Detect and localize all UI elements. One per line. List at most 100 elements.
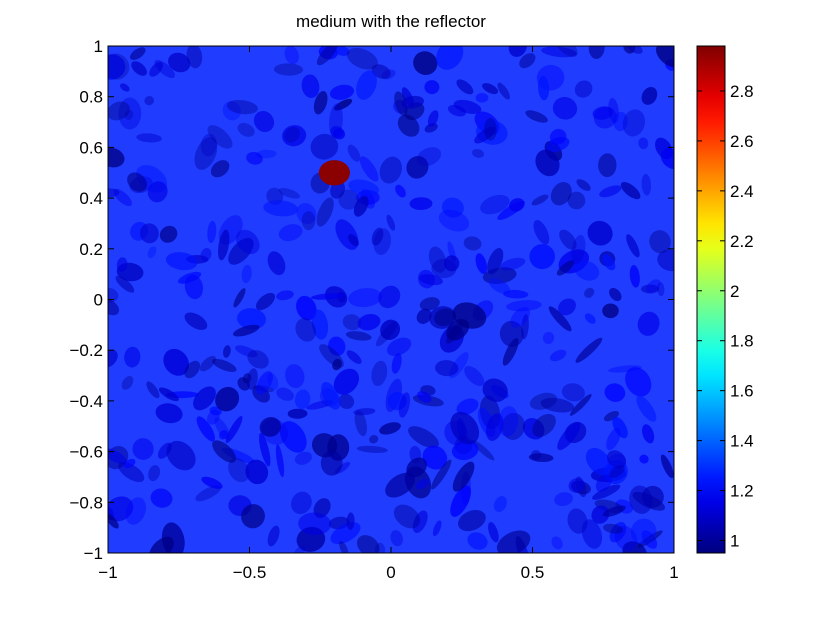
field-patch [567,508,588,534]
field-patch [567,191,586,210]
field-patch [184,360,201,379]
field-patch [146,381,160,399]
field-patch [474,126,496,144]
field-patch [310,293,345,300]
field-patch [602,253,616,271]
field-patch [207,125,233,149]
field-patch [447,104,467,117]
field-patch [108,54,126,80]
field-patch [642,424,655,444]
field-patch [452,461,475,492]
field-patch [541,46,577,58]
field-patch [195,485,222,502]
colorbar-ticks: 1 1.2 1.4 1.6 1.8 2 2.2 2.4 2.6 2.8 [697,82,754,551]
field-patch [163,348,190,376]
field-patch [434,308,455,327]
field-patch [638,137,649,150]
field-patch [609,465,625,478]
field-patch [115,275,135,293]
colorbar-gradient [697,46,725,553]
field-patch [359,156,379,182]
field-patch [120,83,130,92]
field-patch [554,492,574,507]
field-patch [127,172,147,192]
field-patch [451,440,479,461]
field-patch [395,184,406,198]
field-patch [193,386,216,411]
field-patch [602,303,619,319]
reflector-mark [318,160,350,186]
field-patch [548,306,572,332]
field-patch [417,391,432,403]
field-patch [186,46,203,69]
plot-area [108,46,674,553]
colorbar-tick-label: 2.4 [730,182,754,201]
field-patch [497,406,519,437]
field-patch [124,109,134,120]
field-patch [637,311,660,336]
field-patch [136,133,162,143]
colorbar-tick-label: 1.2 [730,482,754,501]
field-patch [424,123,438,133]
field-patch [333,46,350,56]
x-tick-label: −1 [98,563,117,582]
field-patch [406,457,427,478]
colorbar-frame [696,45,726,554]
field-patch [348,288,382,308]
field-patch [657,282,665,297]
field-patch [556,260,575,276]
field-patch [311,309,329,340]
field-patch [294,451,312,465]
field-patch [549,128,567,145]
field-patch [606,427,621,451]
x-tick-label: 0.5 [521,563,545,582]
field-patch [630,518,657,545]
field-patch [415,478,430,490]
y-tick-label: 0.2 [79,240,103,259]
field-patch [608,97,619,124]
field-patch [482,378,508,402]
field-patch [247,349,269,369]
field-patch [456,79,474,95]
field-patch [416,147,442,167]
field-patch [552,97,578,120]
field-patch [487,247,504,275]
y-tick-label: −0.4 [69,392,103,411]
field-patch [603,410,620,422]
y-tick-label: −1 [84,544,103,563]
field-patch [108,349,118,368]
field-patch [301,211,316,231]
field-patch [499,320,524,347]
field-patch [334,98,353,111]
field-patch [273,63,304,76]
field-patch [124,346,141,368]
field-patch [408,426,439,449]
field-patch [471,439,495,461]
field-patch [333,368,360,395]
field-patch [375,321,398,347]
field-patch [259,417,282,437]
field-patch [620,182,641,200]
field-patch [184,274,204,300]
field-patch [245,459,269,485]
field-patch [485,413,504,441]
field-patch [212,440,237,463]
field-patch [132,438,154,460]
field-patch [626,234,640,258]
field-patch [493,496,507,512]
field-patch [480,194,510,215]
field-patch [316,46,338,66]
field-patch [276,290,294,301]
field-patch [356,70,377,100]
field-patch [200,133,217,157]
field-patch [222,345,231,358]
field-patch [397,114,420,137]
field-patch [592,484,621,500]
field-patch [207,409,220,425]
field-patch [346,512,355,530]
field-patch [475,253,488,274]
field-patch [416,308,432,324]
field-patch [130,47,146,60]
field-patch [379,422,401,435]
field-patch [574,80,593,98]
